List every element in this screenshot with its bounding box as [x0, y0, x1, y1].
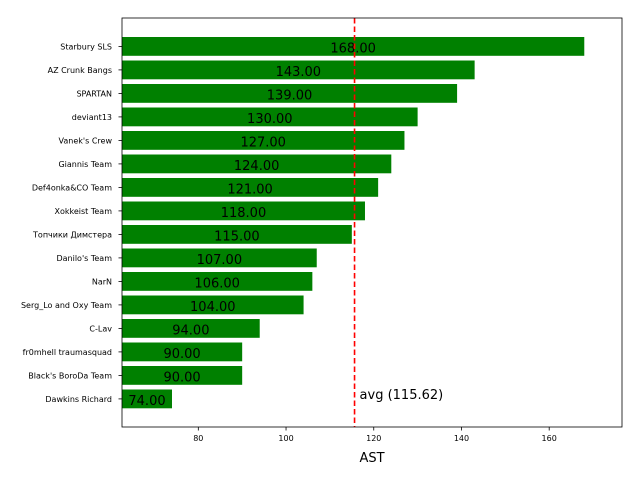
category-label: deviant13 [72, 113, 112, 122]
data-label: 143.00 [276, 65, 322, 80]
category-label: Топчики Димстера [32, 230, 112, 239]
x-tick-label: 100 [278, 434, 293, 443]
bar [122, 366, 243, 385]
data-label: 168.00 [330, 41, 376, 56]
category-label: SPARTAN [76, 89, 112, 98]
category-label: Black's BoroDa Team [28, 371, 112, 380]
x-tick-label: 140 [454, 434, 469, 443]
bar [122, 272, 313, 291]
category-label: Danilo's Team [56, 254, 112, 263]
data-label: 118.00 [221, 206, 267, 221]
category-label: Vanek's Crew [59, 136, 113, 145]
bar [122, 225, 352, 244]
average-label: avg (115.62) [360, 388, 444, 403]
x-tick-label: 160 [542, 434, 557, 443]
bar [122, 342, 243, 362]
bars-group [122, 37, 585, 409]
bar [122, 248, 317, 268]
data-label: 74.00 [128, 394, 165, 409]
category-label: Serg_Lo and Oxy Team [21, 301, 112, 310]
data-label: 115.00 [214, 229, 260, 244]
category-label: Def4onka&CO Team [32, 183, 112, 192]
data-label: 124.00 [234, 159, 280, 174]
bar [122, 131, 405, 150]
data-label: 139.00 [267, 88, 313, 103]
data-label: 90.00 [163, 347, 200, 362]
bar [122, 178, 379, 197]
plot-frame [121, 17, 623, 428]
category-labels: Starbury SLS AZ Crunk Bangs SPARTAN deviant… [21, 42, 113, 404]
x-tick-label: 80 [193, 434, 203, 443]
data-label: 106.00 [194, 276, 240, 291]
category-label: C-Lav [89, 324, 112, 333]
x-axis-title: AST [359, 451, 384, 466]
bar [122, 389, 172, 409]
bar [122, 295, 304, 315]
data-label: 104.00 [190, 300, 236, 315]
data-label: 90.00 [163, 370, 200, 385]
bar [122, 201, 365, 221]
category-label: NarN [92, 277, 112, 286]
bar [122, 60, 475, 80]
data-label: 107.00 [197, 253, 243, 268]
bar [122, 107, 418, 127]
category-label: Giannis Team [58, 160, 112, 169]
category-label: Dawkins Richard [45, 395, 112, 404]
bar [122, 84, 458, 103]
bar [122, 154, 392, 174]
category-label: AZ Crunk Bangs [48, 66, 112, 75]
bar [122, 319, 260, 338]
x-axis-ticks: 80 100 120 140 160 [118, 46, 557, 443]
category-label: Xokkeist Team [55, 207, 113, 216]
bar [122, 37, 585, 56]
data-label: 94.00 [172, 323, 209, 338]
data-label: 127.00 [240, 135, 286, 150]
data-label: 130.00 [247, 112, 293, 127]
category-label: Starbury SLS [60, 42, 112, 51]
category-label: fr0mhell traumasquad [23, 348, 112, 357]
x-tick-label: 120 [366, 434, 381, 443]
data-labels: 168.00 143.00 139.00 130.00 127.00 124.00 121.… [128, 41, 376, 409]
data-label: 121.00 [227, 182, 273, 197]
